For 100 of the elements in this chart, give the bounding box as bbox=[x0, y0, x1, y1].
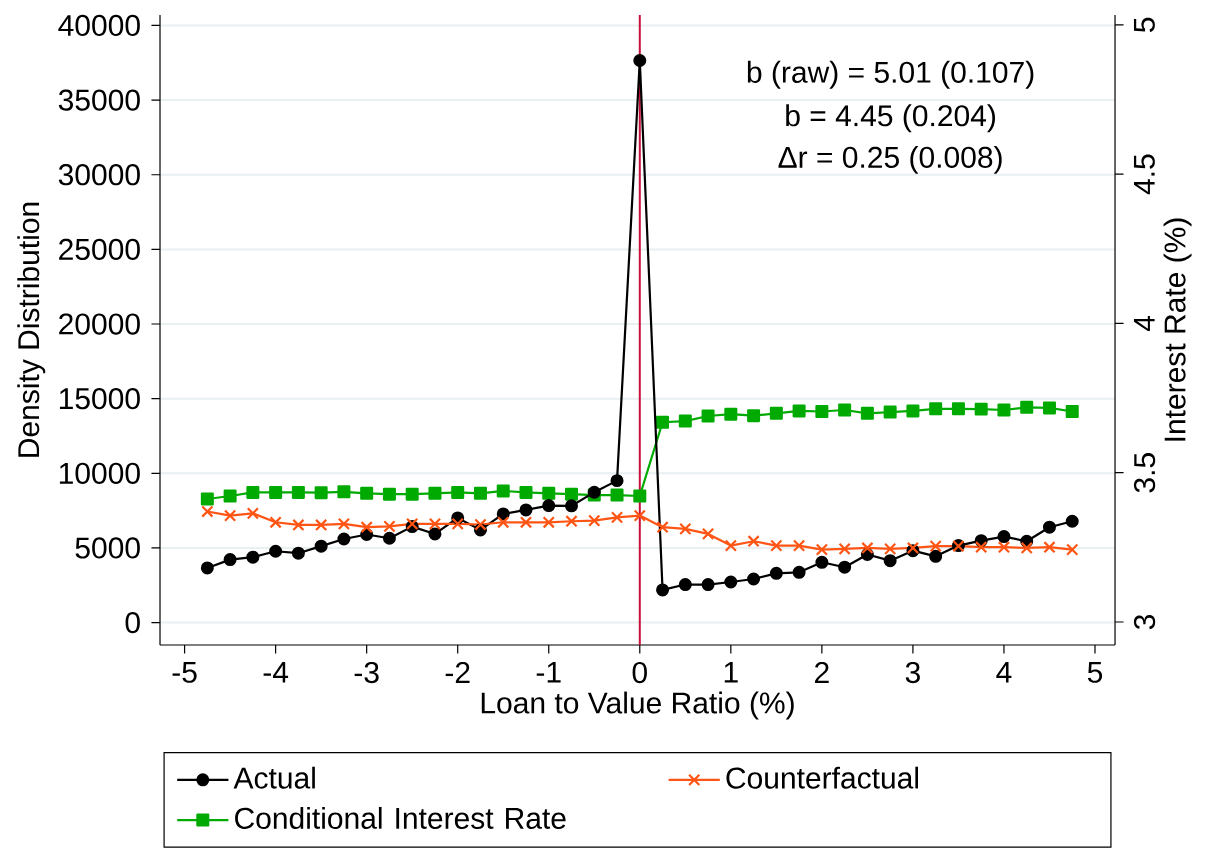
point bbox=[223, 553, 237, 567]
point bbox=[542, 516, 555, 529]
point bbox=[1020, 541, 1033, 555]
point bbox=[519, 503, 533, 517]
point bbox=[974, 402, 988, 416]
annotation: Δr = 0.25 (0.008) bbox=[778, 145, 1002, 174]
y-tick-label: 40000 bbox=[58, 14, 140, 37]
point bbox=[474, 518, 487, 531]
point bbox=[610, 488, 624, 502]
point bbox=[542, 486, 556, 500]
point bbox=[997, 541, 1011, 554]
point bbox=[656, 415, 670, 429]
point bbox=[610, 474, 624, 488]
legend-label: Actual bbox=[233, 766, 315, 789]
point bbox=[792, 404, 806, 418]
point bbox=[542, 499, 556, 513]
point bbox=[678, 414, 692, 428]
point bbox=[724, 539, 738, 552]
point bbox=[223, 509, 237, 522]
point bbox=[1043, 541, 1056, 554]
point bbox=[860, 406, 874, 420]
point bbox=[656, 521, 669, 534]
point bbox=[633, 489, 647, 503]
point bbox=[929, 539, 942, 553]
y2-tick-label: 5 bbox=[1133, 17, 1155, 32]
point bbox=[769, 406, 783, 420]
point bbox=[246, 550, 260, 564]
point bbox=[610, 511, 624, 524]
x-tick-label: -2 bbox=[445, 661, 470, 683]
point bbox=[906, 404, 920, 418]
point bbox=[428, 517, 442, 531]
point bbox=[1066, 543, 1079, 556]
point bbox=[383, 520, 396, 533]
point bbox=[1042, 520, 1056, 534]
point bbox=[747, 535, 760, 548]
y-tick-label: 10000 bbox=[59, 462, 140, 484]
legend-label: Counterfactual bbox=[726, 766, 918, 789]
point bbox=[838, 403, 852, 417]
point bbox=[769, 566, 783, 580]
x-tick-label: -3 bbox=[354, 661, 379, 684]
point bbox=[1065, 405, 1079, 419]
point bbox=[201, 505, 214, 518]
y2-tick-label: 3.5 bbox=[1133, 453, 1156, 493]
y2-tick-label: 4 bbox=[1133, 315, 1155, 332]
x-tick-label: 5 bbox=[1087, 661, 1103, 683]
point bbox=[929, 549, 943, 563]
point bbox=[496, 484, 510, 498]
y-tick-label: 0 bbox=[125, 611, 140, 634]
point bbox=[701, 409, 715, 423]
point bbox=[997, 530, 1011, 544]
point bbox=[1042, 401, 1056, 415]
point bbox=[975, 541, 988, 554]
point bbox=[770, 539, 783, 552]
x-axis-title: Loan to Value Ratio (%) bbox=[481, 691, 794, 720]
point bbox=[747, 409, 761, 423]
x-tick-label: -4 bbox=[263, 661, 289, 683]
y2-axis-title: Interest Rate (%) bbox=[1163, 218, 1192, 441]
point bbox=[565, 487, 579, 501]
point bbox=[200, 561, 214, 575]
point bbox=[428, 486, 442, 500]
point bbox=[815, 405, 829, 419]
y-tick-label: 15000 bbox=[59, 388, 140, 410]
point bbox=[1065, 514, 1079, 528]
point bbox=[633, 509, 646, 522]
point bbox=[269, 544, 283, 558]
y-tick-label: 30000 bbox=[58, 164, 140, 186]
point bbox=[861, 541, 874, 555]
x-tick-label: -1 bbox=[536, 661, 561, 683]
point bbox=[360, 521, 373, 534]
point bbox=[291, 485, 305, 499]
y-tick-label: 5000 bbox=[75, 537, 140, 559]
x-tick-label: 3 bbox=[905, 661, 920, 684]
point bbox=[314, 539, 328, 553]
point bbox=[292, 518, 305, 532]
point bbox=[679, 522, 692, 536]
point bbox=[246, 507, 260, 520]
point bbox=[246, 485, 260, 499]
y-tick-label: 20000 bbox=[59, 313, 140, 335]
point bbox=[519, 516, 533, 529]
point bbox=[747, 572, 761, 586]
x-tick-label: -5 bbox=[172, 661, 197, 683]
point bbox=[997, 403, 1011, 417]
point bbox=[701, 578, 715, 592]
x-tick-label: 1 bbox=[724, 661, 738, 683]
point bbox=[724, 575, 738, 589]
x-tick-label: 2 bbox=[815, 661, 829, 683]
point bbox=[701, 527, 715, 541]
point bbox=[724, 407, 738, 421]
point bbox=[451, 485, 465, 499]
point bbox=[565, 499, 579, 513]
point bbox=[360, 486, 374, 500]
point bbox=[451, 517, 464, 531]
annotation: b = 4.45 (0.204) bbox=[786, 104, 996, 133]
point bbox=[883, 554, 897, 568]
point bbox=[314, 518, 328, 532]
point bbox=[405, 487, 419, 501]
y2-tick-label: 4.5 bbox=[1133, 154, 1155, 195]
point bbox=[929, 402, 943, 416]
point bbox=[382, 487, 396, 501]
point bbox=[815, 543, 829, 556]
